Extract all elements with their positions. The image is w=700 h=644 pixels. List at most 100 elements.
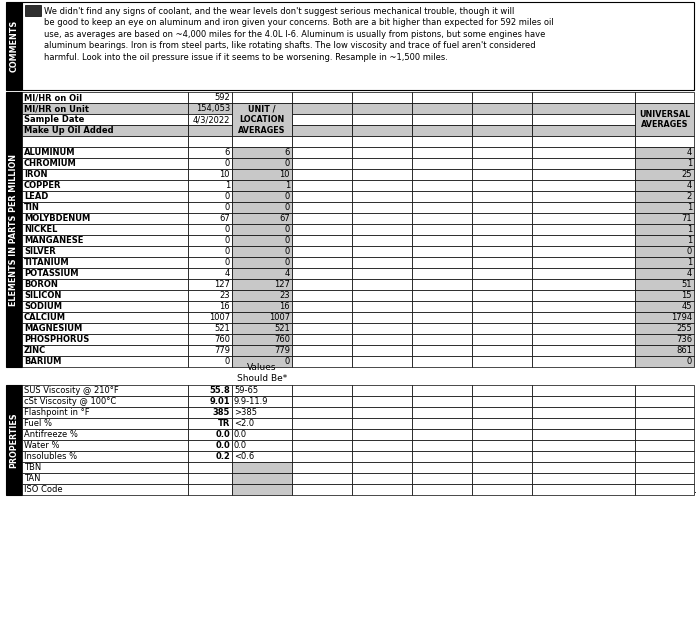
Text: 0: 0 [285,247,290,256]
Text: Fuel %: Fuel % [24,419,52,428]
Bar [352,136,412,147]
Bar [292,246,352,257]
Bar [232,301,292,312]
Bar [292,213,352,224]
Bar [188,257,232,268]
Bar [352,462,412,473]
Bar [22,92,188,103]
Bar [22,136,188,147]
Bar [232,202,292,213]
Bar [635,224,694,235]
Text: COPPER: COPPER [24,181,62,190]
Bar [352,268,412,279]
Bar [232,103,292,136]
Bar [635,147,694,158]
Bar [22,246,188,257]
Bar [472,462,532,473]
Bar [352,429,412,440]
Bar [532,301,635,312]
Bar [472,385,532,396]
Bar [412,224,472,235]
Bar [532,191,635,202]
Bar [635,257,694,268]
Bar [232,385,292,396]
Bar [472,334,532,345]
Text: MI/HR on Unit: MI/HR on Unit [24,104,89,113]
Bar [532,396,635,407]
Bar [232,147,292,158]
Bar [22,268,188,279]
Bar [188,158,232,169]
Bar [188,279,232,290]
Bar [412,323,472,334]
Text: 0: 0 [285,236,290,245]
Text: MAGNESIUM: MAGNESIUM [24,324,83,333]
Bar [412,103,472,114]
Bar [232,334,292,345]
Text: PHOSPHORUS: PHOSPHORUS [24,335,90,344]
Text: 779: 779 [214,346,230,355]
Bar [635,418,694,429]
Bar [352,92,412,103]
Bar [472,191,532,202]
Bar [532,418,635,429]
Bar [635,136,694,147]
Bar [472,180,532,191]
Bar [188,147,232,158]
Bar [22,279,188,290]
Text: 1007: 1007 [269,313,290,322]
Bar [352,169,412,180]
Bar [532,290,635,301]
Bar [532,147,635,158]
Bar [232,451,292,462]
Text: UNIT /
LOCATION
AVERAGES: UNIT / LOCATION AVERAGES [238,104,286,135]
Bar [412,429,472,440]
Text: POTASSIUM: POTASSIUM [24,269,78,278]
Text: Flashpoint in °F: Flashpoint in °F [24,408,90,417]
Bar [532,125,635,136]
Text: 0: 0 [687,357,692,366]
Bar [635,191,694,202]
Bar [232,246,292,257]
Bar [352,180,412,191]
Bar [532,407,635,418]
Text: 1007: 1007 [209,313,230,322]
Text: 10: 10 [220,170,230,179]
Text: 67: 67 [279,214,290,223]
Bar [22,407,188,418]
Bar [635,440,694,451]
Bar [188,451,232,462]
Bar [412,301,472,312]
Bar [232,191,292,202]
Bar [292,407,352,418]
Bar [635,312,694,323]
Bar [292,440,352,451]
Bar [232,345,292,356]
Bar [22,345,188,356]
Text: TBN: TBN [24,463,41,472]
Bar [188,169,232,180]
Bar [22,2,694,90]
Text: 0: 0 [225,159,230,168]
Bar [188,407,232,418]
Text: CHROMIUM: CHROMIUM [24,159,77,168]
Text: 15: 15 [682,291,692,300]
Text: ISO Code: ISO Code [24,485,62,494]
Bar [412,407,472,418]
Text: 127: 127 [274,280,290,289]
Bar [635,301,694,312]
Bar [635,290,694,301]
Text: 45: 45 [682,302,692,311]
Bar [352,147,412,158]
Text: 1: 1 [285,181,290,190]
Text: 0: 0 [285,159,290,168]
Bar [352,407,412,418]
Bar [292,345,352,356]
Bar [232,257,292,268]
Text: ZINC: ZINC [24,346,46,355]
Bar [352,345,412,356]
Bar [472,125,532,136]
Bar [352,125,412,136]
Bar [22,473,188,484]
Bar [22,451,188,462]
